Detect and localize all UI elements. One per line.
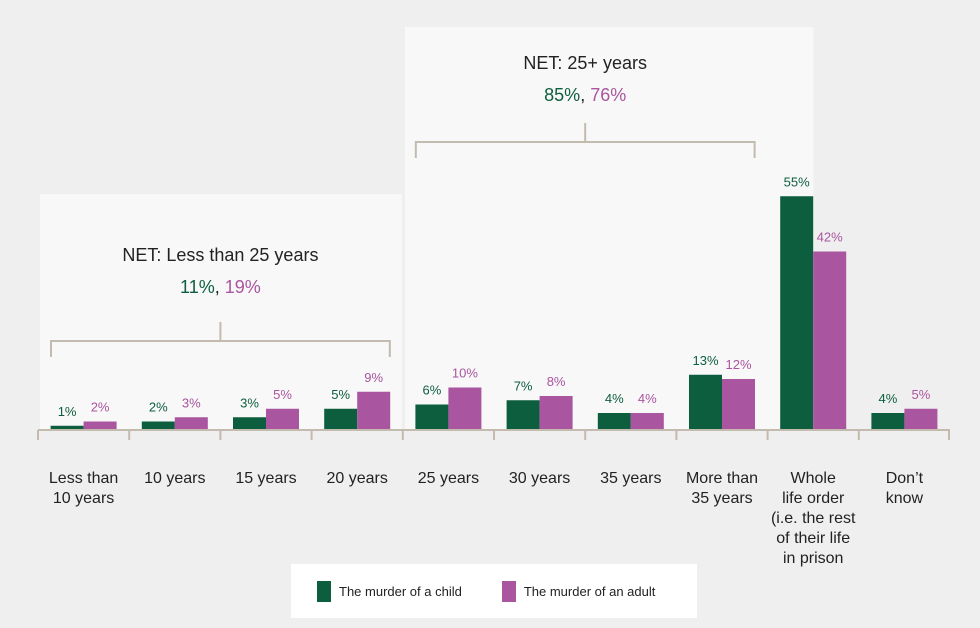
value-label-adult: 3% [182, 395, 201, 410]
bar-child [597, 413, 631, 430]
value-label-adult: 42% [817, 230, 843, 245]
category-label: Less than 10 years [49, 470, 118, 507]
value-label-child: 6% [423, 383, 442, 398]
value-labels: 1% 2% 3% 5% 6% 7% 4% 13% 55% 4% 2% 3% 5% 9% 10% 8% 4% 12%… [58, 174, 931, 419]
group-title: NET: Less than 25 years [122, 245, 318, 265]
group-brackets [50, 123, 756, 357]
group-value-child: 11% [180, 277, 215, 297]
bar-adult [174, 417, 208, 430]
value-label-child: 4% [879, 391, 898, 406]
value-label-adult: 9% [364, 370, 383, 385]
group-annotations: NET: Less than 25 years 11%, 19% NET: 25+ … [122, 53, 647, 297]
value-label-child: 3% [240, 395, 259, 410]
bar-child [141, 421, 175, 430]
category-label: 15 years [235, 470, 296, 487]
legend-item-adult: The murder of an adult [501, 580, 656, 602]
group-title: NET: 25+ years [523, 53, 647, 73]
value-label-adult: 2% [91, 400, 110, 415]
bar-adult [266, 408, 299, 430]
bar-child [415, 404, 449, 430]
category-label: 30 years [509, 470, 570, 487]
value-label-adult: 5% [912, 387, 931, 402]
value-label-adult: 12% [725, 357, 751, 372]
group-panel [40, 194, 402, 430]
bar-adult [83, 421, 117, 430]
bar-adult [630, 413, 664, 430]
category-label: Don’t know [886, 470, 924, 507]
category-labels: Less than 10 years 10 years 15 years 20 year… [49, 470, 924, 567]
value-label-child: 5% [331, 387, 350, 402]
group-values: 85%, 76% [544, 85, 626, 105]
group-value-child: 85% [544, 85, 580, 105]
value-label-adult: 5% [273, 387, 292, 402]
bar-adult [448, 387, 482, 430]
bar-adult [722, 379, 755, 430]
category-label: 35 years [600, 470, 661, 487]
value-label-child: 55% [784, 174, 810, 189]
bar-adult [904, 408, 938, 430]
value-label-child: 4% [605, 391, 624, 406]
group-values: 11%, 19% [180, 277, 261, 297]
group-panels [40, 27, 814, 430]
group-bracket [414, 123, 756, 158]
group-value-adult: 76% [590, 85, 626, 105]
value-label-child: 1% [58, 404, 77, 419]
legend-swatch-adult [501, 580, 516, 602]
group-bracket [50, 322, 391, 357]
value-label-adult: 4% [638, 391, 657, 406]
legend-label-child: The murder of a child [339, 583, 462, 599]
bar-child [871, 413, 905, 430]
group-panel [404, 27, 814, 430]
x-axis [37, 429, 950, 440]
bar-adult [539, 396, 573, 430]
bar-child [324, 408, 358, 430]
category-label: More than 35 years [686, 470, 758, 507]
value-label-adult: 10% [452, 366, 478, 381]
value-label-child: 7% [514, 378, 533, 393]
bar-adult [813, 251, 847, 430]
bar-child [233, 417, 266, 430]
value-label-adult: 8% [547, 374, 566, 389]
bar-child [506, 400, 540, 430]
legend-item-child: The murder of a child [317, 580, 462, 602]
legend-label-adult: The murder of an adult [523, 583, 656, 599]
bar-adult [357, 391, 391, 430]
category-label: 20 years [327, 470, 388, 487]
legend: The murder of a child The murder of an a… [291, 564, 697, 618]
value-label-child: 2% [149, 400, 168, 415]
bar-child [50, 425, 84, 430]
legend-swatch-child [317, 580, 331, 602]
bars [50, 196, 938, 430]
bar-child [780, 196, 814, 430]
bar-child [689, 374, 722, 430]
category-label: 10 years [144, 470, 205, 487]
category-label: 25 years [418, 470, 479, 487]
value-label-child: 13% [692, 353, 718, 368]
category-label: Whole life order (i.e. the rest of their li… [771, 470, 856, 567]
group-value-adult: 19% [225, 277, 261, 297]
